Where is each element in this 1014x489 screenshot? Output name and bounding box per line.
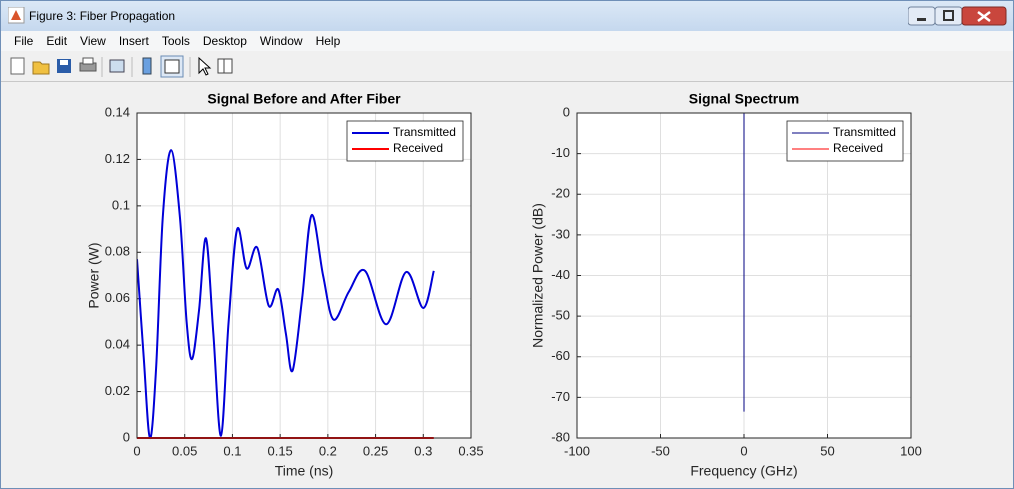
legend-label: Transmitted bbox=[393, 125, 456, 139]
menu-item[interactable]: File bbox=[14, 34, 34, 48]
y-axis-label: Power (W) bbox=[86, 242, 102, 308]
y-tick-label: 0 bbox=[123, 429, 130, 444]
legend-label: Received bbox=[833, 141, 883, 155]
menu-item[interactable]: View bbox=[80, 34, 106, 48]
window-title: Figure 3: Fiber Propagation bbox=[29, 9, 176, 23]
y-tick-label: 0 bbox=[563, 104, 570, 119]
toolbar-icons[interactable] bbox=[1, 53, 251, 81]
legend-label: Transmitted bbox=[833, 125, 896, 139]
y-tick-label: -80 bbox=[551, 429, 570, 444]
x-axis-label: Frequency (GHz) bbox=[690, 463, 797, 479]
y-tick-label: 0.08 bbox=[105, 244, 130, 259]
y-tick-label: 0.1 bbox=[112, 197, 130, 212]
x-tick-label: 100 bbox=[900, 443, 922, 458]
x-tick-label: 50 bbox=[820, 443, 834, 458]
menu-item[interactable]: Window bbox=[259, 34, 303, 48]
x-tick-label: 0.05 bbox=[172, 443, 197, 458]
x-tick-label: 0.15 bbox=[267, 443, 292, 458]
menu-bar: File Edit View Insert Tools Desktop Window Help bbox=[1, 31, 1013, 51]
y-tick-label: -60 bbox=[551, 348, 570, 363]
y-tick-label: -20 bbox=[551, 186, 570, 201]
menu-item[interactable]: Desktop bbox=[202, 34, 247, 48]
series-line bbox=[137, 149, 435, 440]
y-tick-label: -70 bbox=[551, 389, 570, 404]
legend-label: Received bbox=[393, 141, 443, 155]
y-tick-label: -40 bbox=[551, 267, 570, 282]
y-tick-label: 0.12 bbox=[105, 151, 130, 166]
x-tick-label: -50 bbox=[651, 443, 670, 458]
legend-box bbox=[786, 120, 904, 162]
y-tick-label: 0.06 bbox=[105, 290, 130, 305]
y-tick-label: 0.14 bbox=[105, 104, 130, 119]
x-tick-label: 0.2 bbox=[319, 443, 337, 458]
app-icon bbox=[8, 7, 25, 24]
y-axis-label: Normalized Power (dB) bbox=[530, 203, 546, 348]
menu-item[interactable]: Insert bbox=[118, 34, 149, 48]
toolbar bbox=[1, 53, 1013, 82]
y-tick-label: -30 bbox=[551, 226, 570, 241]
chart-title: Signal Before and After Fiber bbox=[207, 91, 401, 107]
axes-box bbox=[576, 112, 912, 439]
y-tick-label: -50 bbox=[551, 308, 570, 323]
title-bar: Figure 3: Fiber Propagation bbox=[1, 1, 1013, 31]
x-axis-label: Time (ns) bbox=[275, 463, 334, 479]
x-tick-label: 0.1 bbox=[223, 443, 241, 458]
menu-item[interactable]: Edit bbox=[46, 34, 68, 48]
x-tick-label: 0 bbox=[740, 443, 747, 458]
menu-item[interactable]: Help bbox=[315, 34, 341, 48]
legend-box bbox=[346, 120, 464, 162]
x-tick-label: -100 bbox=[564, 443, 590, 458]
y-tick-label: -10 bbox=[551, 145, 570, 160]
figure-canvas: 0 0.05 0.1 0.15 0.2 0.25 0.3 0.35 0 0.02 0.04 0.06 0… bbox=[86, 91, 922, 479]
axes-box bbox=[136, 112, 472, 439]
chart-title: Signal Spectrum bbox=[689, 91, 799, 107]
y-tick-label: 0.02 bbox=[105, 383, 130, 398]
window-buttons[interactable] bbox=[908, 6, 1008, 28]
x-tick-label: 0.3 bbox=[414, 443, 432, 458]
x-tick-label: 0 bbox=[133, 443, 140, 458]
x-tick-label: 0.35 bbox=[458, 443, 483, 458]
x-tick-label: 0.25 bbox=[363, 443, 388, 458]
y-tick-label: 0.04 bbox=[105, 337, 130, 352]
menu-item[interactable]: Tools bbox=[161, 34, 190, 48]
